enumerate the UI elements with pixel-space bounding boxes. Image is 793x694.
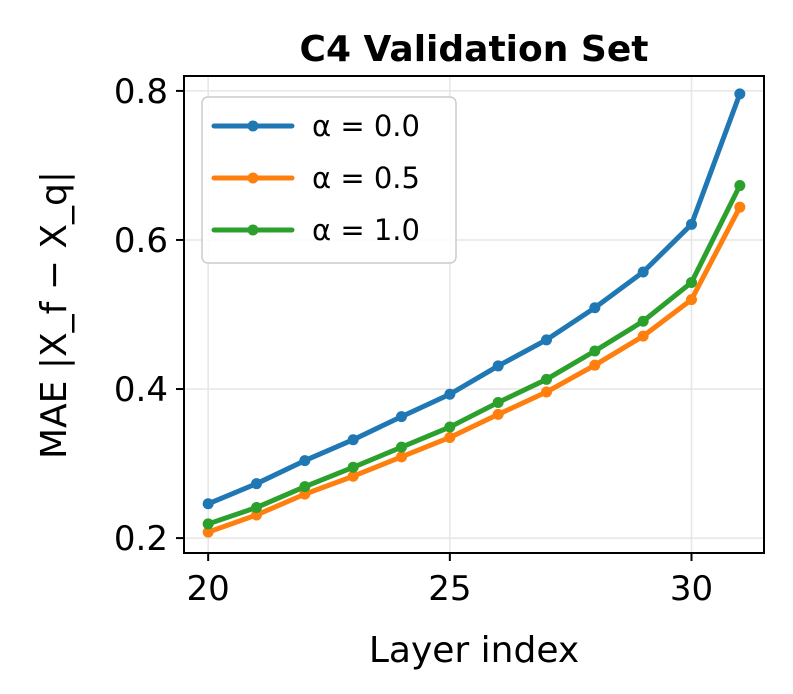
data-point: [492, 396, 504, 408]
series-line: [205, 204, 743, 535]
series-line: [205, 183, 743, 527]
data-point: [299, 455, 311, 467]
data-point: [347, 470, 359, 482]
y-tick-label: 0.2: [114, 519, 168, 559]
series-line: [205, 91, 743, 507]
data-point: [444, 421, 456, 433]
y-axis-label: MAE |X_f − X_q|: [34, 171, 75, 459]
legend-label: α = 1.0: [312, 213, 420, 247]
data-point: [396, 451, 407, 463]
data-point: [686, 294, 697, 306]
series-2: [202, 180, 746, 530]
data-point: [541, 334, 552, 346]
x-tick-label: 25: [428, 569, 471, 609]
data-point: [686, 218, 697, 230]
y-tick-label: 0.4: [114, 370, 168, 410]
data-point: [251, 502, 262, 514]
data-point: [734, 201, 746, 213]
data-point: [734, 88, 746, 100]
series-1: [202, 201, 746, 538]
data-point: [637, 330, 649, 342]
data-point: [637, 266, 649, 278]
data-point: [202, 518, 214, 530]
series-layer: [202, 88, 746, 538]
data-point: [492, 360, 504, 372]
x-tick-label: 30: [670, 569, 713, 609]
legend-marker: [247, 120, 259, 132]
data-point: [589, 345, 601, 357]
legend-marker: [247, 172, 259, 184]
axes-frame: [183, 75, 765, 554]
data-point: [686, 276, 697, 288]
legend: α = 0.0 α = 0.5 α = 1.0: [201, 96, 457, 264]
data-point: [347, 434, 359, 446]
data-point: [396, 441, 407, 453]
data-point: [541, 373, 552, 385]
legend-marker: [247, 224, 259, 236]
data-point: [589, 359, 601, 371]
data-point: [202, 498, 214, 510]
data-point: [637, 315, 649, 327]
data-point: [589, 302, 601, 314]
data-point: [299, 481, 311, 493]
data-point: [734, 180, 746, 192]
data-point: [347, 461, 359, 473]
data-point: [396, 411, 407, 423]
legend-frame: [201, 96, 457, 264]
x-tick-label: 20: [187, 569, 230, 609]
data-point: [541, 386, 552, 398]
y-tick-label: 0.8: [114, 72, 168, 112]
ticks: 20 25 30 0.2 0.4 0.6 0.8: [114, 72, 713, 609]
x-axis-label: Layer index: [369, 630, 579, 671]
data-point: [492, 408, 504, 420]
data-point: [251, 478, 262, 490]
data-point: [202, 526, 214, 538]
y-tick-label: 0.6: [114, 221, 168, 261]
series-0: [202, 88, 746, 510]
legend-label: α = 0.5: [312, 161, 420, 195]
data-point: [444, 431, 456, 443]
data-point: [444, 388, 456, 400]
legend-label: α = 0.0: [312, 109, 420, 143]
chart-title: C4 Validation Set: [300, 29, 649, 70]
